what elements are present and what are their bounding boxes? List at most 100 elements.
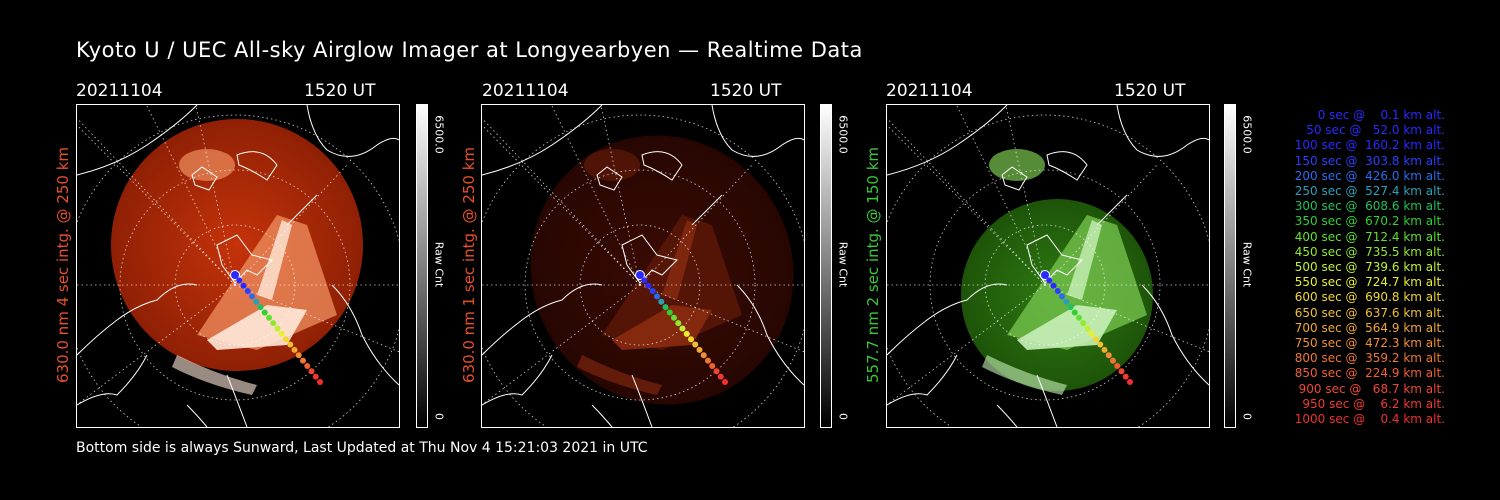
trajectory-point bbox=[635, 270, 645, 280]
panel-3-image bbox=[886, 104, 1210, 428]
trajectory-point bbox=[1101, 346, 1108, 353]
trajectory-point bbox=[1071, 309, 1078, 316]
panel-2-date: 20211104 bbox=[482, 81, 569, 101]
legend-row: 850 sec @ 224.9 km alt. bbox=[1294, 366, 1445, 381]
legend-row: 950 sec @ 6.2 km alt. bbox=[1302, 396, 1445, 411]
panel-3-date: 20211104 bbox=[886, 81, 973, 101]
trajectory-point bbox=[658, 298, 665, 305]
trajectory-point bbox=[278, 330, 285, 337]
trajectory-legend: 0 sec @ 0.1 km alt. 50 sec @ 52.0 km alt.… bbox=[1250, 108, 1445, 427]
trajectory-point bbox=[261, 309, 268, 316]
trajectory-point bbox=[709, 362, 716, 369]
trajectory-point bbox=[700, 352, 707, 359]
trajectory-point bbox=[645, 282, 652, 289]
trajectory-point bbox=[1063, 298, 1070, 305]
panel-2-label: 630.0 nm 1 sec intg. @ 250 km bbox=[460, 146, 478, 384]
legend-row: 0 sec @ 0.1 km alt. bbox=[1317, 108, 1445, 122]
panel-3-time: 1520 UT bbox=[1114, 81, 1186, 101]
trajectory-point bbox=[696, 346, 703, 353]
legend-row: 250 sec @ 527.4 km alt. bbox=[1294, 184, 1445, 199]
trajectory-point bbox=[675, 320, 682, 327]
trajectory-point bbox=[266, 314, 272, 321]
trajectory-point bbox=[300, 357, 306, 364]
panel-1-time: 1520 UT bbox=[304, 81, 376, 101]
trajectory-point bbox=[308, 368, 315, 375]
panel-1-label: 630.0 nm 4 sec intg. @ 250 km bbox=[54, 146, 72, 384]
trajectory-point bbox=[1046, 277, 1053, 284]
legend-row: 800 sec @ 359.2 km alt. bbox=[1294, 351, 1445, 366]
trajectory-point bbox=[1067, 304, 1074, 311]
trajectory-point bbox=[240, 282, 247, 289]
trajectory-point bbox=[1054, 288, 1061, 295]
trajectory-point bbox=[244, 288, 251, 295]
legend-row: 700 sec @ 564.9 km alt. bbox=[1294, 320, 1445, 335]
trajectory-point bbox=[722, 379, 728, 385]
trajectory-point bbox=[1040, 270, 1050, 280]
trajectory-point bbox=[283, 336, 289, 343]
trajectory-point bbox=[1110, 357, 1116, 364]
trajectory-point bbox=[304, 362, 311, 369]
trajectory-point bbox=[236, 277, 243, 284]
trajectory-point bbox=[287, 341, 294, 348]
legend-row: 450 sec @ 735.5 km alt. bbox=[1294, 244, 1445, 259]
trajectory-point bbox=[666, 309, 673, 316]
trajectory-point bbox=[649, 288, 656, 295]
trajectory-point bbox=[692, 341, 699, 348]
panel-2-image bbox=[481, 104, 805, 428]
trajectory-point bbox=[1059, 293, 1065, 300]
trajectory-point bbox=[291, 346, 298, 353]
trajectory-point bbox=[671, 314, 677, 321]
footer-status: Bottom side is always Sunward, Last Upda… bbox=[76, 440, 648, 456]
trajectory-point bbox=[270, 320, 277, 327]
trajectory-point bbox=[1114, 362, 1121, 369]
sky-image-1 bbox=[77, 105, 399, 427]
panel-3-label: 557.7 nm 2 sec intg. @ 150 km bbox=[864, 146, 882, 384]
panel-1-image bbox=[76, 104, 400, 428]
trajectory-point bbox=[654, 293, 660, 300]
legend-row: 200 sec @ 426.0 km alt. bbox=[1294, 168, 1445, 183]
trajectory-point bbox=[249, 293, 255, 300]
trajectory-point bbox=[257, 304, 264, 311]
trajectory-point bbox=[312, 373, 319, 380]
legend-row: 550 sec @ 724.7 km alt. bbox=[1294, 275, 1445, 290]
trajectory-point bbox=[679, 325, 686, 332]
trajectory-point bbox=[253, 298, 260, 305]
trajectory-point bbox=[1127, 379, 1133, 385]
panel-2-colorbar-labels: 6500.0 Raw Cnt 0 bbox=[836, 115, 850, 420]
trajectory-point bbox=[1118, 368, 1125, 375]
trajectory-point bbox=[230, 270, 240, 280]
panel-1-date: 20211104 bbox=[76, 81, 163, 101]
trajectory-point bbox=[274, 325, 281, 332]
trajectory-point bbox=[317, 379, 323, 385]
legend-row: 150 sec @ 303.8 km alt. bbox=[1294, 153, 1445, 168]
panel-1-colorbar bbox=[416, 104, 428, 428]
trajectory-point bbox=[641, 277, 648, 284]
trajectory-point bbox=[683, 330, 690, 337]
panel-3-colorbar bbox=[1224, 104, 1236, 428]
trajectory-point bbox=[1097, 341, 1104, 348]
legend-row: 100 sec @ 160.2 km alt. bbox=[1294, 138, 1445, 153]
legend-row: 900 sec @ 68.7 km alt. bbox=[1298, 381, 1445, 396]
trajectory-point bbox=[1093, 336, 1099, 343]
trajectory-point bbox=[688, 336, 694, 343]
panel-1-colorbar-labels: 6500.0 Raw Cnt 0 bbox=[432, 115, 446, 420]
legend-row: 600 sec @ 690.8 km alt. bbox=[1294, 290, 1445, 305]
trajectory-point bbox=[1088, 330, 1095, 337]
panel-2-colorbar bbox=[820, 104, 832, 428]
trajectory-point bbox=[1050, 282, 1057, 289]
trajectory-point bbox=[1076, 314, 1082, 321]
trajectory-point bbox=[717, 373, 724, 380]
trajectory-point bbox=[1084, 325, 1091, 332]
trajectory-point bbox=[705, 357, 711, 364]
page-title: Kyoto U / UEC All-sky Airglow Imager at … bbox=[76, 38, 863, 62]
trajectory-point bbox=[1105, 352, 1112, 359]
sky-image-3 bbox=[887, 105, 1209, 427]
panel-2-time: 1520 UT bbox=[710, 81, 782, 101]
legend-row: 400 sec @ 712.4 km alt. bbox=[1294, 229, 1445, 244]
sky-image-2 bbox=[482, 105, 804, 427]
trajectory-point bbox=[713, 368, 720, 375]
legend-row: 1000 sec @ 0.4 km alt. bbox=[1294, 412, 1445, 427]
legend-row: 50 sec @ 52.0 km alt. bbox=[1306, 123, 1445, 138]
trajectory-point bbox=[295, 352, 302, 359]
trajectory-point bbox=[1080, 320, 1087, 327]
